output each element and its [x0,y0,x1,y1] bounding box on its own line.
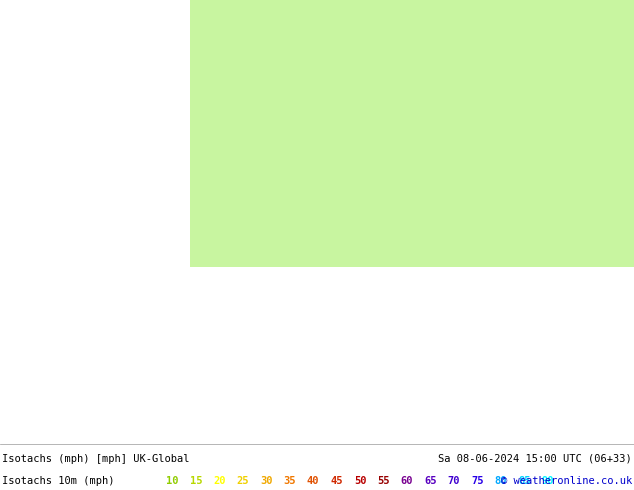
Text: 90: 90 [541,476,554,487]
Text: 35: 35 [283,476,296,487]
Text: 15: 15 [190,476,202,487]
Text: 10: 10 [166,476,179,487]
Text: 25: 25 [236,476,249,487]
Text: Isotachs 10m (mph): Isotachs 10m (mph) [2,476,114,487]
Text: 30: 30 [260,476,273,487]
Text: Isotachs (mph) [mph] UK-Global: Isotachs (mph) [mph] UK-Global [2,454,190,464]
Text: 70: 70 [448,476,460,487]
Text: 85: 85 [518,476,531,487]
Text: 50: 50 [354,476,366,487]
Text: 20: 20 [213,476,226,487]
Text: 55: 55 [377,476,390,487]
Text: © weatheronline.co.uk: © weatheronline.co.uk [501,476,632,487]
Bar [190,0,634,267]
Text: Sa 08-06-2024 15:00 UTC (06+33): Sa 08-06-2024 15:00 UTC (06+33) [438,454,632,464]
Text: 75: 75 [471,476,484,487]
Text: 40: 40 [307,476,320,487]
Text: 45: 45 [330,476,343,487]
Text: 60: 60 [401,476,413,487]
Text: 80: 80 [495,476,507,487]
Text: 65: 65 [424,476,437,487]
